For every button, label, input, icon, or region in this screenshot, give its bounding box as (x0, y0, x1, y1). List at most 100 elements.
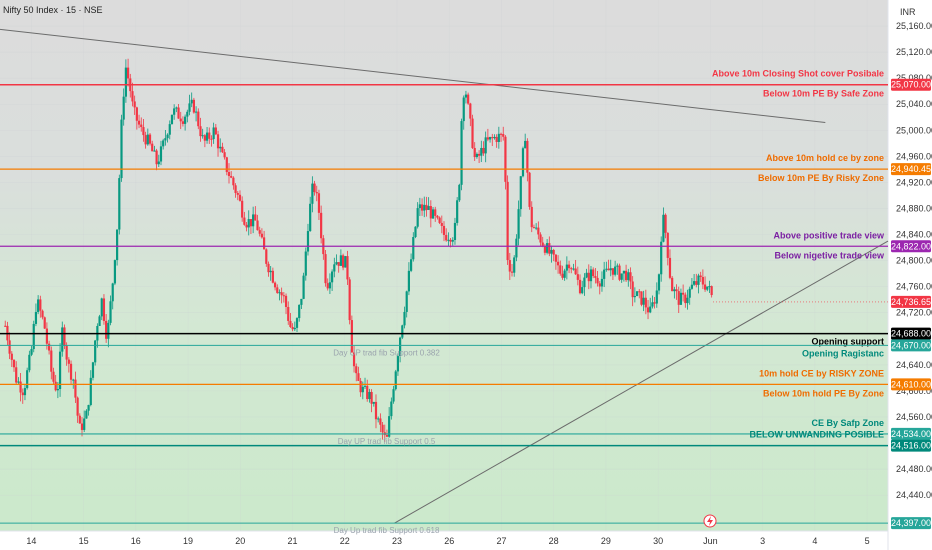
candle (635, 291, 639, 297)
candle-body (32, 323, 35, 350)
price-badge-text: 24,397.00 (891, 518, 931, 528)
candle-body (442, 225, 446, 235)
candle-body (137, 120, 141, 125)
candle-body (164, 138, 167, 141)
candle (331, 269, 334, 291)
candle (550, 245, 553, 263)
y-tick-label: 24,920.00 (896, 177, 932, 187)
candle-body (83, 418, 86, 430)
candle (589, 265, 593, 289)
candle-body (280, 292, 283, 296)
candle-body (304, 251, 307, 276)
candle (124, 59, 127, 103)
candle-layer (4, 58, 713, 442)
price-badge: 24,940.45 (891, 163, 931, 176)
candle (306, 223, 310, 256)
price-badge-bg (891, 427, 931, 440)
candle-body (166, 134, 169, 139)
candle (315, 185, 318, 202)
x-tick-label: 3 (760, 536, 765, 546)
candle (521, 146, 525, 178)
candle-body (519, 176, 522, 210)
candle-body (679, 292, 683, 305)
candle-body (515, 238, 518, 258)
candle-body (434, 209, 437, 216)
candle-body (357, 373, 360, 381)
candle (113, 259, 117, 286)
candle-body (690, 284, 694, 289)
candle (34, 303, 38, 327)
candle-body (460, 121, 463, 185)
candle (646, 300, 650, 320)
candle (574, 259, 577, 276)
candle (52, 367, 55, 385)
candle (201, 128, 204, 139)
candle (28, 350, 31, 373)
candle (168, 120, 171, 140)
candle (513, 255, 516, 277)
candle-body (30, 349, 33, 355)
candle (710, 285, 713, 298)
candle-body (703, 284, 707, 290)
candle-body (399, 337, 402, 357)
candle (74, 371, 77, 403)
level-label: Below 10m hold PE By Zone (763, 388, 884, 398)
candle-body (267, 263, 270, 273)
candle (554, 254, 557, 270)
candle (701, 269, 704, 290)
candle-body (697, 275, 700, 285)
candle (563, 268, 566, 281)
candle-body (65, 345, 68, 360)
candle-body (87, 404, 90, 411)
candle-body (363, 385, 367, 387)
candle-body (478, 153, 481, 156)
candle-body (403, 311, 406, 326)
candle-body (524, 140, 527, 149)
candle-body (546, 243, 549, 253)
candle-body (339, 255, 342, 266)
candle (440, 215, 443, 234)
candle (423, 196, 426, 218)
candle (328, 273, 332, 295)
candle (671, 275, 674, 292)
candle (339, 249, 342, 266)
x-tick-label: 28 (549, 536, 559, 546)
flash-icon[interactable] (703, 514, 717, 528)
candle-body (234, 185, 237, 193)
candle (445, 228, 448, 242)
candle-body (539, 234, 542, 243)
candle-body (528, 172, 531, 207)
candle (142, 119, 145, 142)
candle (4, 320, 7, 327)
candle (552, 248, 555, 262)
candle (368, 388, 371, 403)
candle (335, 254, 338, 266)
candle-body (423, 204, 426, 211)
candle-body (179, 118, 182, 122)
candle-body (622, 270, 625, 274)
candle (243, 211, 246, 226)
candle-body (596, 277, 599, 284)
candle-body (480, 147, 483, 156)
price-badge-bg (891, 78, 931, 91)
candle (377, 416, 380, 423)
candle (102, 294, 106, 325)
candle-body (642, 297, 645, 305)
candle-body (379, 418, 382, 425)
candle-body (289, 320, 292, 327)
candle (684, 292, 687, 308)
candle (245, 222, 248, 232)
candle (431, 206, 435, 219)
x-tick-label: 5 (865, 536, 870, 546)
candle (504, 135, 507, 190)
candle-body (377, 418, 380, 420)
candle-body (107, 322, 110, 339)
candle-body (607, 268, 610, 271)
candle (304, 247, 307, 281)
candle-body (263, 237, 266, 250)
y-tick-label: 25,040.00 (896, 99, 932, 109)
candle-body (456, 200, 459, 223)
candle-body (657, 274, 661, 291)
candle-body (541, 242, 544, 246)
